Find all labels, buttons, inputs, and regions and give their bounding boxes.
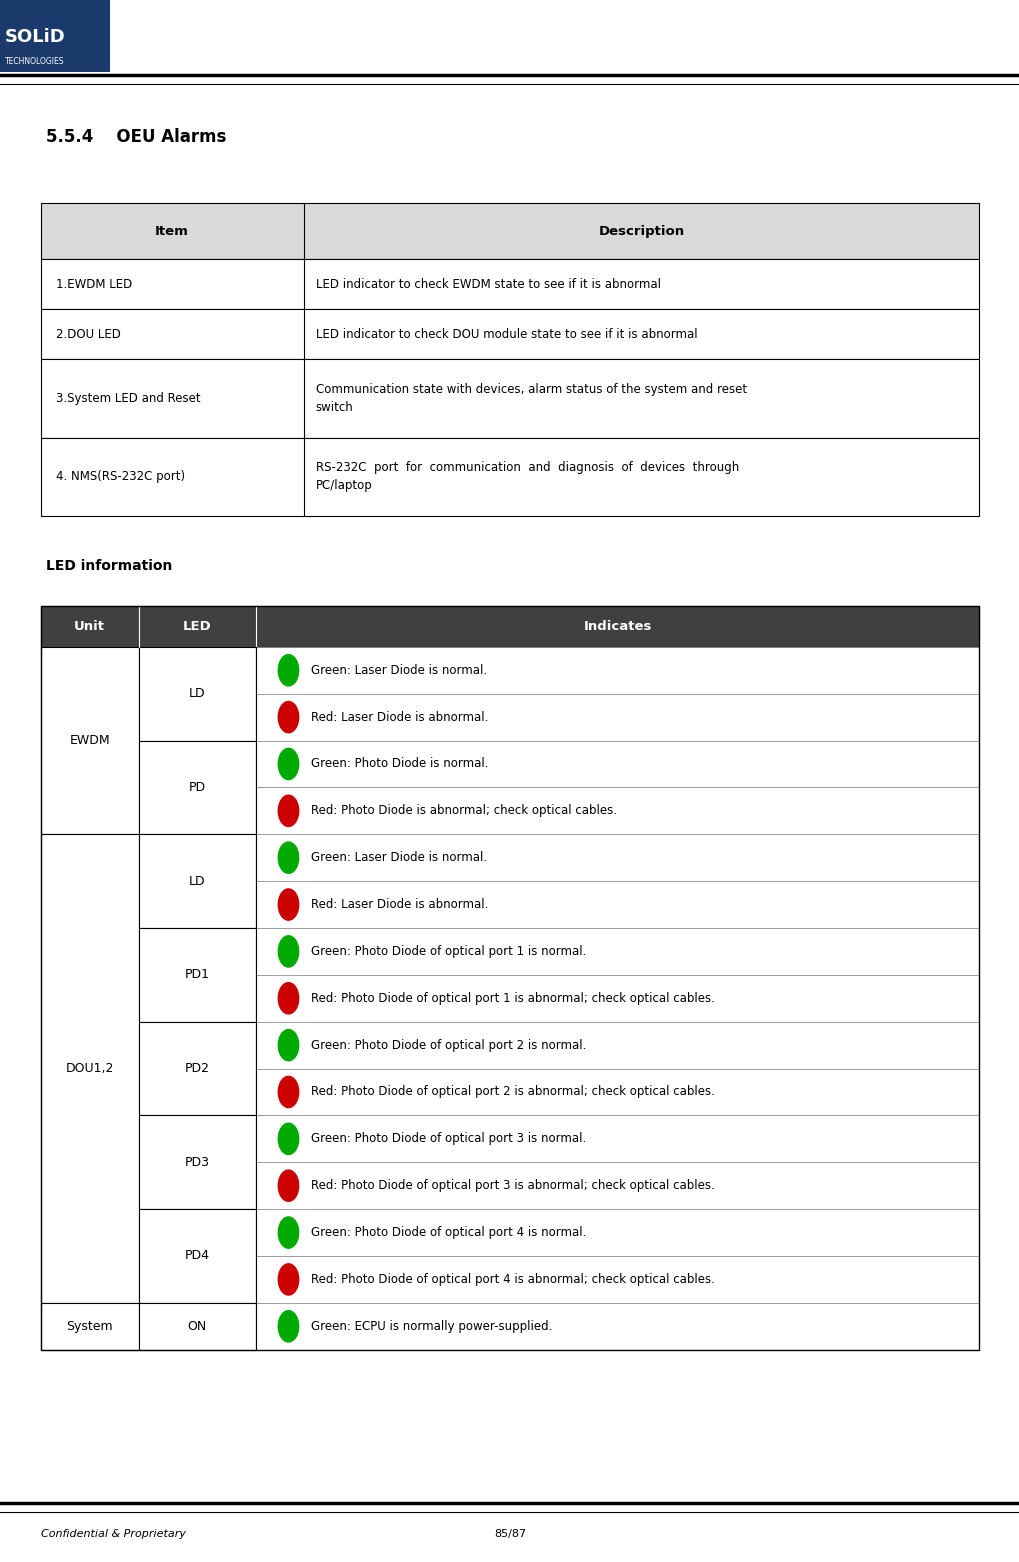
FancyBboxPatch shape <box>256 787 978 834</box>
FancyBboxPatch shape <box>256 881 978 928</box>
FancyBboxPatch shape <box>256 647 978 694</box>
FancyBboxPatch shape <box>139 1115 256 1209</box>
Text: Red: Laser Diode is abnormal.: Red: Laser Diode is abnormal. <box>311 898 488 911</box>
FancyBboxPatch shape <box>256 1068 978 1115</box>
Text: Red: Photo Diode of optical port 3 is abnormal; check optical cables.: Red: Photo Diode of optical port 3 is ab… <box>311 1179 714 1192</box>
Circle shape <box>278 1264 299 1295</box>
Text: 4. NMS(RS-232C port): 4. NMS(RS-232C port) <box>56 470 185 483</box>
FancyBboxPatch shape <box>139 834 256 928</box>
Text: Unit: Unit <box>74 620 105 633</box>
Text: 1.EWDM LED: 1.EWDM LED <box>56 278 132 291</box>
FancyBboxPatch shape <box>256 1022 978 1068</box>
Text: Item: Item <box>155 225 189 237</box>
Text: Red: Laser Diode is abnormal.: Red: Laser Diode is abnormal. <box>311 711 488 723</box>
FancyBboxPatch shape <box>41 606 978 647</box>
Text: Confidential & Proprietary: Confidential & Proprietary <box>41 1529 185 1539</box>
Text: Red: Photo Diode of optical port 4 is abnormal; check optical cables.: Red: Photo Diode of optical port 4 is ab… <box>311 1273 714 1286</box>
Text: 3.System LED and Reset: 3.System LED and Reset <box>56 392 201 405</box>
Text: RS-232C  port  for  communication  and  diagnosis  of  devices  through
PC/lapto: RS-232C port for communication and diagn… <box>316 461 739 492</box>
FancyBboxPatch shape <box>256 1303 978 1350</box>
Text: 5.5.4    OEU Alarms: 5.5.4 OEU Alarms <box>46 128 226 147</box>
FancyBboxPatch shape <box>256 694 978 740</box>
Text: Green: Photo Diode is normal.: Green: Photo Diode is normal. <box>311 758 488 770</box>
Text: PD2: PD2 <box>184 1062 210 1075</box>
Text: 85/87: 85/87 <box>493 1529 526 1539</box>
FancyBboxPatch shape <box>139 1209 256 1303</box>
FancyBboxPatch shape <box>41 437 978 515</box>
Text: Red: Photo Diode of optical port 1 is abnormal; check optical cables.: Red: Photo Diode of optical port 1 is ab… <box>311 992 714 1004</box>
Text: LED information: LED information <box>46 559 172 573</box>
Text: PD3: PD3 <box>184 1156 210 1168</box>
FancyBboxPatch shape <box>139 928 256 1022</box>
Text: SOLiD: SOLiD <box>5 28 66 47</box>
Text: EWDM: EWDM <box>69 734 110 747</box>
Circle shape <box>278 1311 299 1342</box>
FancyBboxPatch shape <box>139 647 256 740</box>
Text: PD: PD <box>189 781 206 793</box>
FancyBboxPatch shape <box>256 834 978 881</box>
FancyBboxPatch shape <box>139 740 256 834</box>
Text: LED: LED <box>182 620 211 633</box>
FancyBboxPatch shape <box>256 1162 978 1209</box>
FancyBboxPatch shape <box>41 203 978 259</box>
Text: Green: Laser Diode is normal.: Green: Laser Diode is normal. <box>311 851 487 864</box>
Circle shape <box>278 748 299 779</box>
FancyBboxPatch shape <box>256 1115 978 1162</box>
Text: DOU1,2: DOU1,2 <box>65 1062 114 1075</box>
Text: LED indicator to check DOU module state to see if it is abnormal: LED indicator to check DOU module state … <box>316 328 697 341</box>
Text: Green: Laser Diode is normal.: Green: Laser Diode is normal. <box>311 664 487 676</box>
Text: LD: LD <box>189 875 205 887</box>
FancyBboxPatch shape <box>256 928 978 975</box>
Text: Description: Description <box>598 225 684 237</box>
Text: Communication state with devices, alarm status of the system and reset
switch: Communication state with devices, alarm … <box>316 383 746 414</box>
Text: PD1: PD1 <box>184 968 210 981</box>
Circle shape <box>278 1170 299 1201</box>
Text: Green: ECPU is normally power-supplied.: Green: ECPU is normally power-supplied. <box>311 1320 551 1332</box>
Text: Red: Photo Diode of optical port 2 is abnormal; check optical cables.: Red: Photo Diode of optical port 2 is ab… <box>311 1086 714 1098</box>
Text: Green: Photo Diode of optical port 2 is normal.: Green: Photo Diode of optical port 2 is … <box>311 1039 586 1051</box>
FancyBboxPatch shape <box>0 0 110 72</box>
Text: LD: LD <box>189 687 205 700</box>
FancyBboxPatch shape <box>139 1022 256 1115</box>
FancyBboxPatch shape <box>139 1303 256 1350</box>
FancyBboxPatch shape <box>41 1303 139 1350</box>
FancyBboxPatch shape <box>41 309 978 359</box>
Circle shape <box>278 795 299 826</box>
Circle shape <box>278 842 299 873</box>
FancyBboxPatch shape <box>41 259 978 309</box>
FancyBboxPatch shape <box>41 359 978 437</box>
Text: 2.DOU LED: 2.DOU LED <box>56 328 121 341</box>
FancyBboxPatch shape <box>256 740 978 787</box>
FancyBboxPatch shape <box>41 647 139 834</box>
Text: LED indicator to check EWDM state to see if it is abnormal: LED indicator to check EWDM state to see… <box>316 278 660 291</box>
Circle shape <box>278 982 299 1014</box>
Circle shape <box>278 701 299 733</box>
Text: ON: ON <box>187 1320 207 1332</box>
Text: Red: Photo Diode is abnormal; check optical cables.: Red: Photo Diode is abnormal; check opti… <box>311 804 616 817</box>
Text: PD4: PD4 <box>184 1250 210 1262</box>
Text: Green: Photo Diode of optical port 3 is normal.: Green: Photo Diode of optical port 3 is … <box>311 1132 586 1145</box>
Text: System: System <box>66 1320 113 1332</box>
Text: Green: Photo Diode of optical port 1 is normal.: Green: Photo Diode of optical port 1 is … <box>311 945 586 958</box>
Circle shape <box>278 654 299 686</box>
Circle shape <box>278 1029 299 1061</box>
Text: TECHNOLOGIES: TECHNOLOGIES <box>5 56 64 66</box>
FancyBboxPatch shape <box>256 975 978 1022</box>
Text: Green: Photo Diode of optical port 4 is normal.: Green: Photo Diode of optical port 4 is … <box>311 1226 586 1239</box>
Circle shape <box>278 1123 299 1154</box>
FancyBboxPatch shape <box>256 1256 978 1303</box>
Circle shape <box>278 936 299 967</box>
Circle shape <box>278 1217 299 1248</box>
Text: Indicates: Indicates <box>583 620 651 633</box>
FancyBboxPatch shape <box>41 834 139 1303</box>
Circle shape <box>278 1076 299 1107</box>
FancyBboxPatch shape <box>256 1209 978 1256</box>
Circle shape <box>278 889 299 920</box>
